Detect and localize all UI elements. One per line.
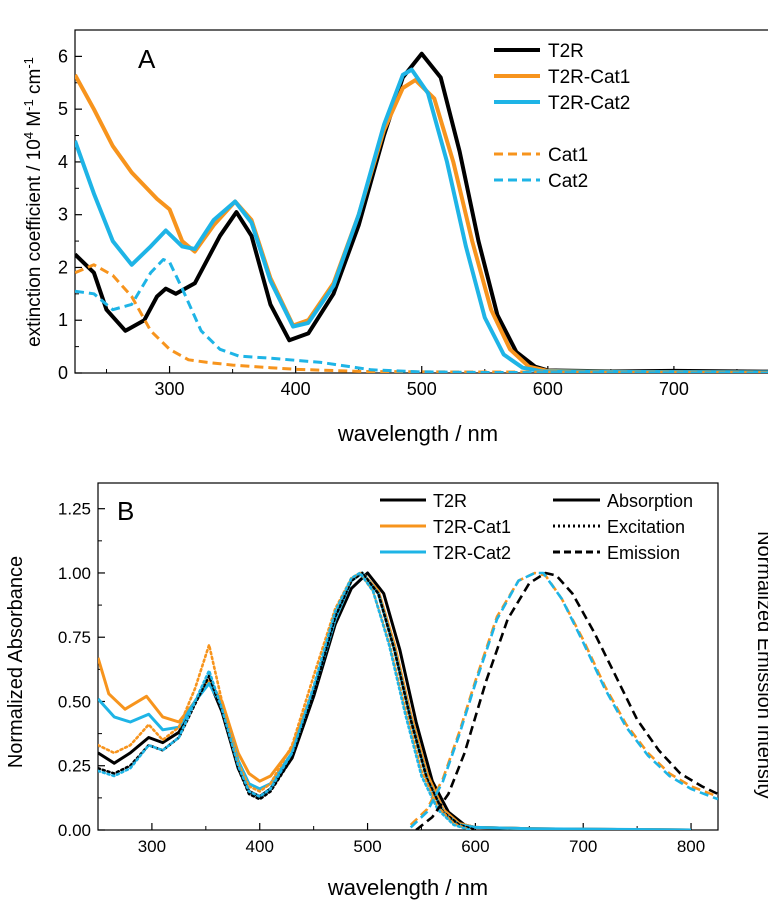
legend-label-b-t2r-cat1: T2R-Cat1 [433,517,511,537]
panel-b-legend: T2R T2R-Cat1 T2R-Cat2 Absorption Excitat… [380,491,693,563]
panel-b: 300 400 500 600 700 800 0.00 0.25 0.50 0.75 1.00 1.… [5,482,768,900]
x-tick-label: 600 [533,379,563,399]
panel-b-xlabel: wavelength / nm [327,875,488,900]
series-line-t2r-cat1-emission [409,571,718,826]
series-line-t2r-cat2-absorption [98,571,692,830]
x-tick-label: 800 [677,837,705,856]
y-tick-label: 2 [58,257,68,277]
y-tick-label: 0.75 [58,628,91,647]
series-line-t2r-excitation [98,571,477,830]
legend-label-emission: Emission [607,543,680,563]
series-line-cat1 [75,263,768,373]
y-tick-label: 5 [58,99,68,119]
y-tick-label: 0 [58,363,68,383]
y-tick-label: 6 [58,46,68,66]
legend-label-cat1: Cat1 [548,145,588,166]
series-line-t2r-cat2 [75,67,768,373]
x-tick-label: 600 [461,837,489,856]
y-tick-label: 4 [58,152,68,172]
panel-a-axes: 3004005006007008000123456 [58,29,738,399]
legend-label-b-t2r: T2R [433,491,467,511]
panel-a-label: A [138,44,156,74]
legend-label-b-t2r-cat2: T2R-Cat2 [433,543,511,563]
series-line-cat2 [75,258,768,373]
series-line-t2r-cat2-emission [409,571,718,829]
series-line-t2r-cat2-excitation [98,571,472,830]
panel-a-xlabel: wavelength / nm [337,421,498,446]
legend-label-excitation: Excitation [607,517,685,537]
legend-label-t2r: T2R [548,41,584,62]
y-tick-label: 1 [58,310,68,330]
x-tick-label: 300 [138,837,166,856]
y-tick-label: 0.00 [58,821,91,840]
series-line-t2r [75,51,768,373]
panel-b-frame [97,482,719,831]
x-tick-label: 700 [569,837,597,856]
series-line-t2r-cat1-absorption [98,571,692,830]
panel-b-ylabel: Normalized Absorbance [5,556,27,768]
panel-a-ylabel: extinction coefficient / 104 M-1 cm-1 [21,57,45,347]
panel-b-ylabel-right: Normalized Emission Intensity [753,531,768,799]
legend-label-absorption: Absorption [607,491,693,511]
series-line-t2r-absorption [98,571,692,830]
panel-a-legend: T2R T2R-Cat1 T2R-Cat2 Cat1 Cat2 [494,41,630,192]
series-line-t2r-cat1 [75,73,768,373]
y-tick-label: 1.25 [58,500,91,519]
panel-b-axes: 300 400 500 600 700 800 0.00 0.25 0.50 0.75 1.00 1.… [58,500,705,856]
series-line-t2r-emission [415,571,718,830]
y-tick-label: 0.50 [58,692,91,711]
panel-a-series [75,51,768,373]
y-tick-label: 3 [58,205,68,225]
panel-b-label: B [117,496,134,526]
x-tick-label: 700 [659,379,689,399]
panel-a: 3004005006007008000123456 A wavelength /… [21,29,768,446]
legend-label-cat2: Cat2 [548,171,588,192]
legend-label-t2r-cat2: T2R-Cat2 [548,93,630,114]
x-tick-label: 300 [155,379,185,399]
x-tick-label: 400 [281,379,311,399]
legend-label-t2r-cat1: T2R-Cat1 [548,67,630,88]
x-tick-label: 400 [246,837,274,856]
x-tick-label: 500 [407,379,437,399]
panel-b-series [98,571,718,830]
y-tick-label: 1.00 [58,564,91,583]
x-tick-label: 500 [353,837,381,856]
series-line-t2r-cat1-excitation [98,571,472,830]
y-tick-label: 0.25 [58,757,91,776]
